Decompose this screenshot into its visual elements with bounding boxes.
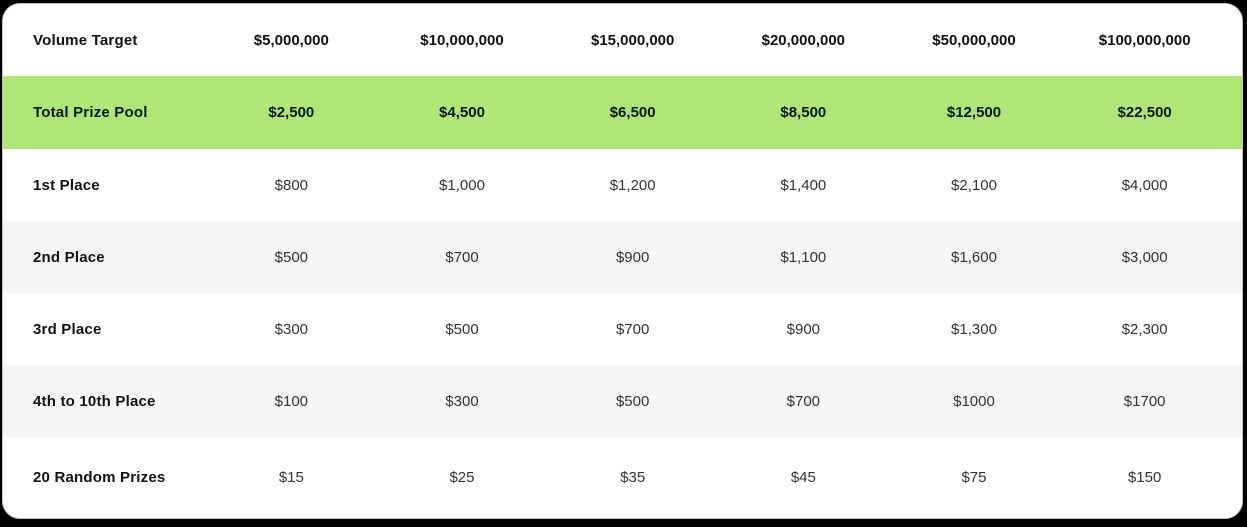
cell-value: $1000	[953, 392, 995, 410]
cell-value: $1700	[1123, 392, 1166, 410]
cell-value: $35	[620, 469, 646, 486]
cell-value: $3,000	[1121, 248, 1168, 266]
table-row-2nd-place: 2nd Place $500 $700 $900 $1,100 $1,600 $…	[3, 221, 1242, 293]
cell-value: $45	[790, 469, 816, 486]
column-header: $50,000,000	[932, 31, 1016, 49]
cell-value: $700	[786, 392, 821, 410]
column-header: $100,000,000	[1098, 31, 1191, 49]
cell-value: $900	[615, 248, 650, 266]
total-prize-pool-row: Total Prize Pool $2,500 $4,500 $6,500 $8…	[3, 76, 1242, 149]
cell-value: $900	[786, 320, 821, 338]
cell-value: $800	[274, 176, 309, 194]
cell-value: $150	[1127, 469, 1162, 486]
cell-value: $1,300	[951, 320, 997, 338]
cell-value: $2,300	[1121, 320, 1168, 338]
prize-pool-value: $2,500	[268, 104, 315, 121]
cell-value: $500	[274, 248, 309, 266]
cell-value: $100	[274, 392, 309, 410]
cell-value: $4,000	[1121, 176, 1168, 194]
table-row-1st-place: 1st Place $800 $1,000 $1,200 $1,400 $2,1…	[3, 149, 1242, 221]
row-label: 4th to 10th Place	[33, 392, 156, 410]
prize-pool-value: $8,500	[780, 104, 827, 121]
table-row-4th-to-10th-place: 4th to 10th Place $100 $300 $500 $700 $1…	[3, 365, 1242, 437]
cell-value: $1,400	[780, 176, 827, 194]
row-label: 1st Place	[33, 176, 100, 194]
cell-value: $25	[449, 469, 475, 486]
column-header: $15,000,000	[590, 31, 675, 49]
column-header: $20,000,000	[761, 31, 846, 49]
prize-pool-value: $6,500	[609, 104, 656, 121]
column-header: $5,000,000	[253, 31, 329, 49]
cell-value: $1,200	[609, 176, 656, 194]
table-row-3rd-place: 3rd Place $300 $500 $700 $900 $1,300 $2,…	[3, 293, 1242, 365]
cell-value: $1,000	[439, 176, 485, 194]
table-row-20-random-prizes: 20 Random Prizes $15 $25 $35 $45 $75 $15…	[3, 437, 1242, 518]
row-label: 3rd Place	[33, 320, 102, 338]
prize-pool-value: $4,500	[439, 104, 485, 121]
cell-value: $75	[961, 469, 987, 486]
cell-value: $300	[445, 392, 479, 410]
cell-value: $1,100	[780, 248, 827, 266]
column-header: $10,000,000	[420, 31, 504, 49]
cell-value: $2,100	[951, 176, 997, 194]
table-header-row: Volume Target $5,000,000 $10,000,000 $15…	[3, 4, 1242, 76]
row-label: 20 Random Prizes	[33, 469, 166, 486]
cell-value: $500	[445, 320, 479, 338]
prize-pool-value: $12,500	[946, 104, 1002, 121]
row-label-total-prize-pool: Total Prize Pool	[33, 104, 148, 121]
cell-value: $15	[278, 469, 304, 486]
prize-table-card: Volume Target $5,000,000 $10,000,000 $15…	[2, 3, 1243, 519]
prize-pool-value: $22,500	[1117, 104, 1172, 121]
cell-value: $700	[445, 248, 479, 266]
header-label-volume-target: Volume Target	[33, 31, 138, 49]
cell-value: $300	[274, 320, 309, 338]
cell-value: $500	[615, 392, 650, 410]
cell-value: $700	[615, 320, 650, 338]
row-label: 2nd Place	[33, 248, 105, 266]
cell-value: $1,600	[951, 248, 997, 266]
